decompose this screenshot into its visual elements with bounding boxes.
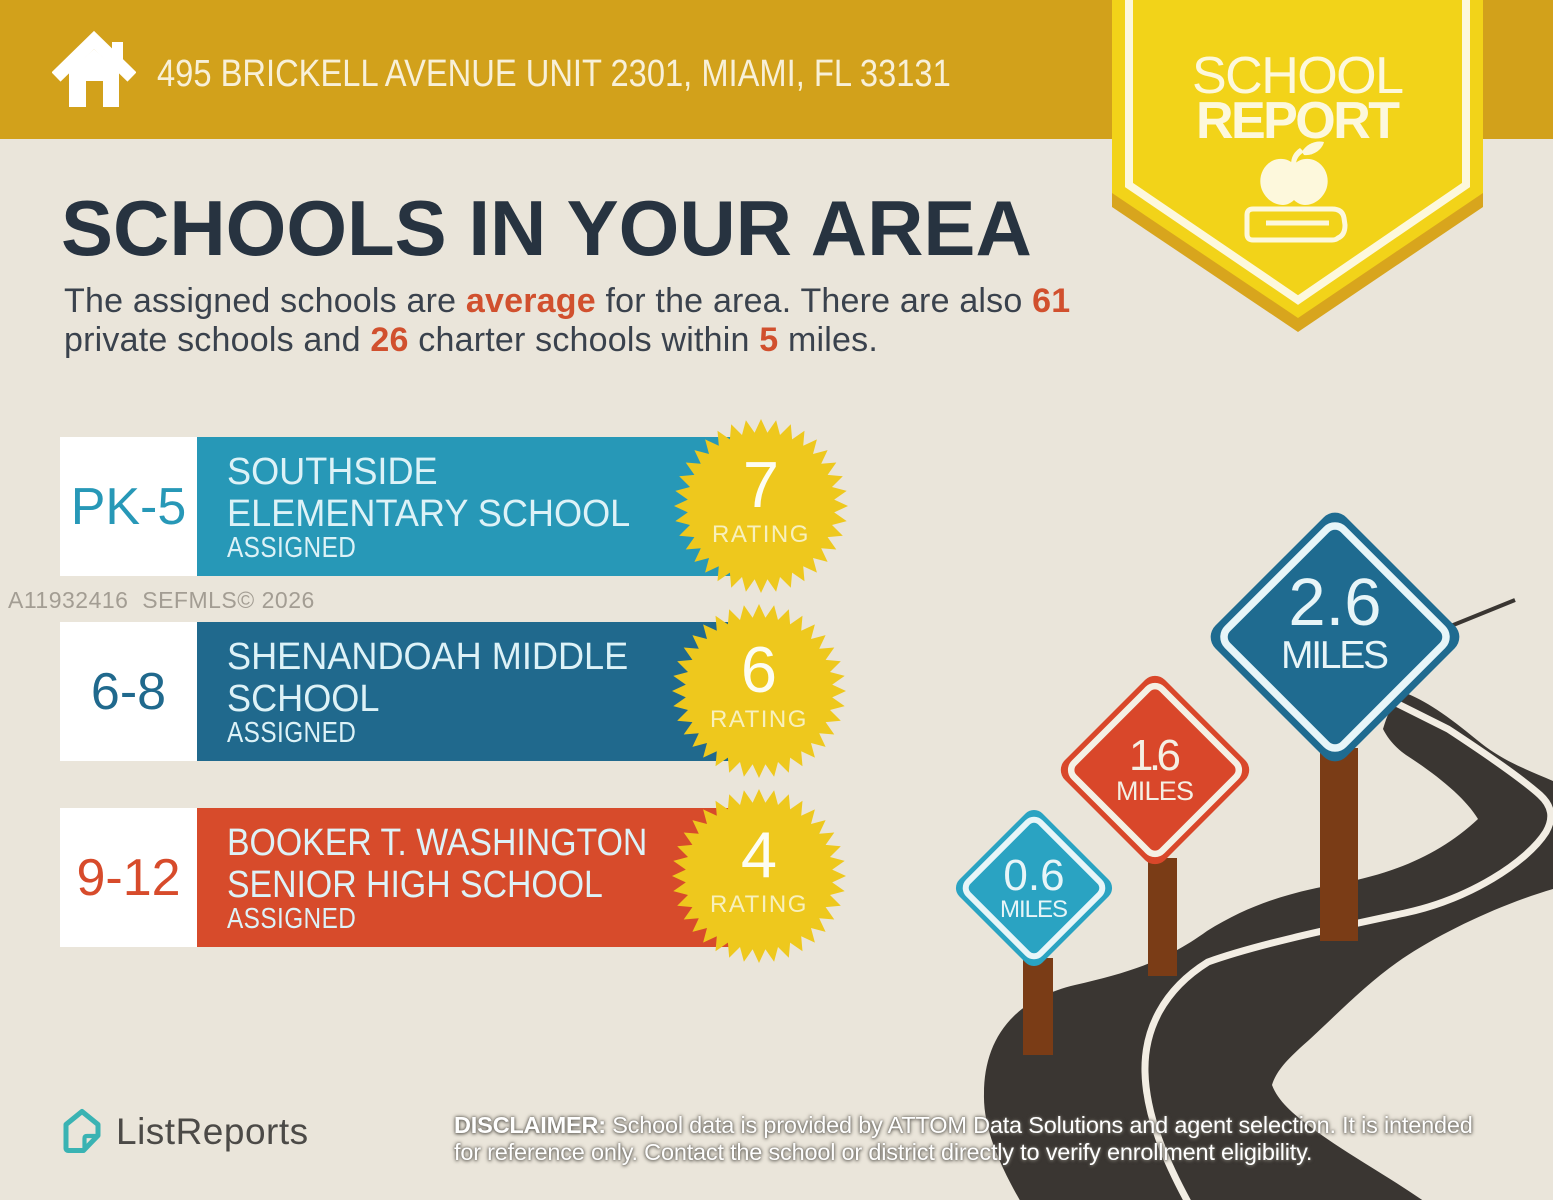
svg-text:SCHOOL: SCHOOL [1192, 47, 1404, 105]
svg-text:1.6: 1.6 [1129, 731, 1181, 780]
svg-text:MILES: MILES [1281, 634, 1389, 677]
svg-text:MILES: MILES [1000, 896, 1068, 923]
svg-text:REPORT: REPORT [1196, 92, 1400, 150]
svg-text:2.6: 2.6 [1288, 565, 1381, 640]
svg-text:RATING: RATING [710, 706, 808, 733]
svg-text:6: 6 [741, 633, 777, 706]
svg-text:RATING: RATING [712, 521, 810, 548]
svg-text:MILES: MILES [1116, 776, 1194, 806]
svg-text:7: 7 [743, 448, 779, 521]
svg-text:RATING: RATING [710, 891, 808, 918]
svg-text:0.6: 0.6 [1003, 851, 1064, 900]
svg-text:4: 4 [741, 818, 777, 891]
